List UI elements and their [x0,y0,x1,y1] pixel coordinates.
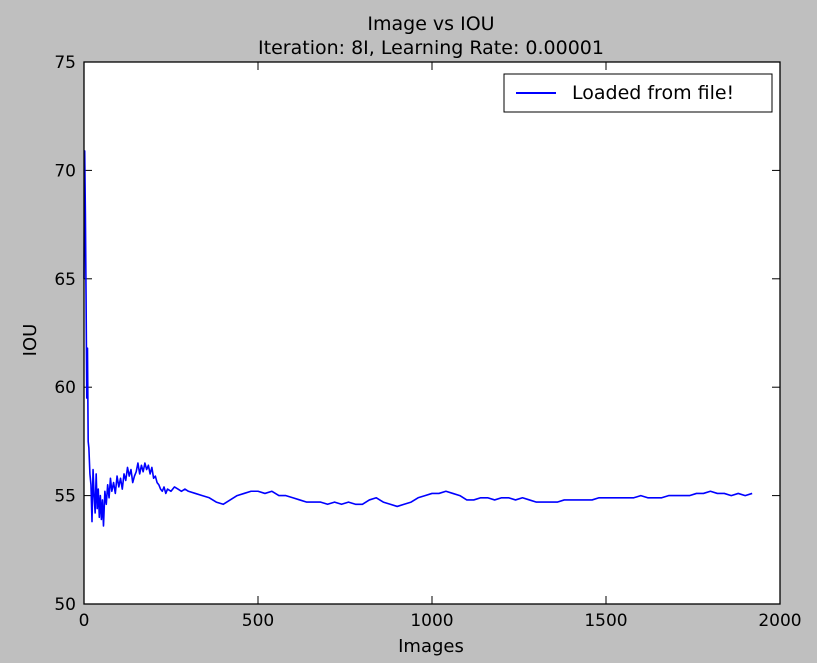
legend[interactable]: Loaded from file! [503,73,773,113]
y-axis-label: IOU [20,324,41,357]
x-tick-label-2000: 2000 [758,611,801,631]
chart-title: Image vs IOU [367,13,494,35]
y-tick-label-70: 70 [54,161,76,181]
x-axis-label: Images [398,636,464,657]
chart-subtitle: Iteration: 8I, Learning Rate: 0.00001 [258,37,604,59]
x-tick-label-1500: 1500 [584,611,627,631]
y-tick-label-55: 55 [54,487,76,507]
x-tick-label-1000: 1000 [410,611,453,631]
y-tick-label-65: 65 [54,270,76,290]
y-tick-label-60: 60 [54,378,76,398]
x-tick-label-500: 500 [242,611,274,631]
legend-label: Loaded from file! [572,82,734,104]
x-tick-label-0: 0 [79,611,90,631]
plot-area [84,62,780,604]
plot-frame [83,61,781,605]
series-line-loaded-from-file [83,150,753,527]
y-tick-label-75: 75 [54,53,76,73]
y-tick-label-50: 50 [54,595,76,615]
tick-labels: 0 500 1000 1500 2000 50 55 60 65 70 75 [54,53,801,631]
